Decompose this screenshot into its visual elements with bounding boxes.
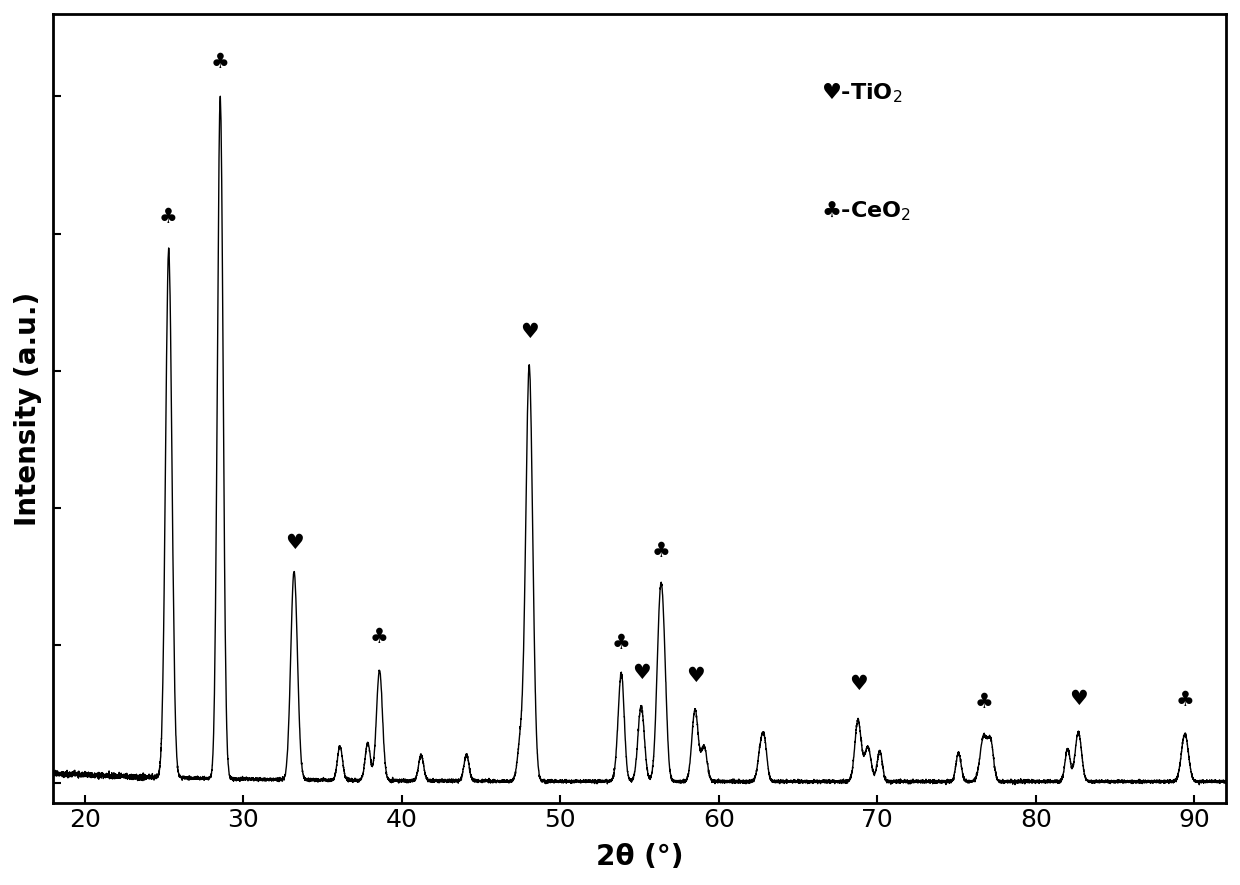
Y-axis label: Intensity (a.u.): Intensity (a.u.) (14, 291, 42, 526)
Text: ♣: ♣ (211, 52, 229, 73)
Text: ♥-TiO$_2$: ♥-TiO$_2$ (821, 81, 903, 105)
Text: ♥: ♥ (631, 663, 651, 682)
Text: ♣: ♣ (159, 207, 177, 227)
Text: ♥: ♥ (848, 674, 868, 695)
Text: ♣: ♣ (975, 692, 993, 712)
Text: ♥: ♥ (285, 533, 304, 552)
Text: ♥: ♥ (1069, 689, 1087, 709)
Text: ♣: ♣ (651, 541, 670, 561)
Text: ♣: ♣ (1176, 689, 1194, 710)
X-axis label: 2θ (°): 2θ (°) (595, 843, 683, 871)
Text: ♣: ♣ (611, 633, 630, 653)
Text: ♥: ♥ (520, 321, 538, 342)
Text: ♣-CeO$_2$: ♣-CeO$_2$ (821, 199, 911, 223)
Text: ♥: ♥ (686, 666, 704, 686)
Text: ♣: ♣ (370, 627, 388, 647)
